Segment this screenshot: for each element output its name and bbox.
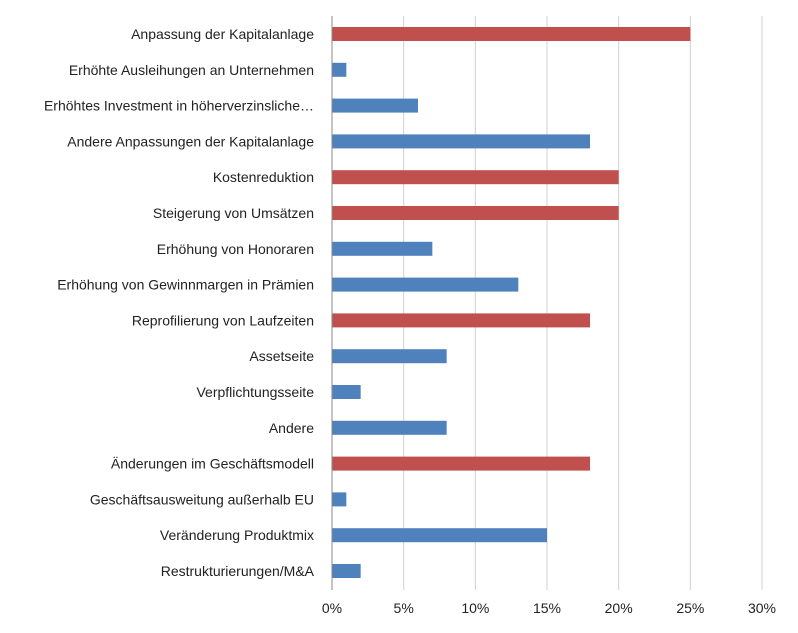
category-label: Verpflichtungsseite bbox=[196, 384, 314, 400]
category-label: Restrukturierungen/M&A bbox=[161, 563, 315, 579]
category-label: Erhöhung von Gewinnmargen in Prämien bbox=[57, 277, 314, 293]
category-label: Erhöhung von Honoraren bbox=[157, 241, 314, 257]
category-label: Andere bbox=[269, 420, 314, 436]
category-labels: Anpassung der Kapitalanlage Erhöhte Ausle… bbox=[44, 26, 315, 579]
bar bbox=[332, 313, 590, 328]
x-tick-label: 30% bbox=[748, 600, 776, 616]
bar bbox=[332, 241, 433, 256]
category-label: Kostenreduktion bbox=[213, 169, 314, 185]
x-tick-label: 20% bbox=[605, 600, 633, 616]
bar bbox=[332, 349, 447, 364]
category-label: Veränderung Produktmix bbox=[160, 527, 314, 543]
category-label: Änderungen im Geschäftsmodell bbox=[111, 456, 314, 472]
bar bbox=[332, 62, 347, 77]
category-label: Steigerung von Umsätzen bbox=[153, 205, 314, 221]
x-tick-label: 25% bbox=[676, 600, 704, 616]
bar bbox=[332, 528, 547, 543]
category-label: Erhöhtes Investment in höherverzinsliche… bbox=[44, 98, 314, 114]
bar bbox=[332, 170, 619, 185]
x-tick-label: 15% bbox=[533, 600, 561, 616]
category-label: Geschäftsausweitung außerhalb EU bbox=[90, 491, 314, 507]
category-label: Andere Anpassungen der Kapitalanlage bbox=[67, 133, 314, 149]
category-label: Assetseite bbox=[249, 348, 314, 364]
x-tick-label: 10% bbox=[461, 600, 489, 616]
category-label: Anpassung der Kapitalanlage bbox=[131, 26, 314, 42]
bar bbox=[332, 420, 447, 435]
bars bbox=[332, 27, 691, 578]
bar bbox=[332, 456, 590, 471]
grid-lines bbox=[403, 16, 763, 590]
x-axis-tick-labels: 0% 5% 10% 15% 20% 25% 30% bbox=[322, 600, 776, 616]
bar bbox=[332, 564, 361, 578]
x-tick-label: 0% bbox=[322, 600, 342, 616]
category-label: Erhöhte Ausleihungen an Unternehmen bbox=[69, 62, 314, 78]
bar bbox=[332, 385, 361, 399]
bar bbox=[332, 206, 619, 220]
bar bbox=[332, 27, 691, 41]
category-label: Reprofilierung von Laufzeiten bbox=[132, 312, 314, 328]
bar bbox=[332, 134, 590, 149]
x-tick-label: 5% bbox=[394, 600, 414, 616]
bar bbox=[332, 98, 418, 113]
bar bbox=[332, 277, 519, 292]
bar bbox=[332, 492, 347, 507]
